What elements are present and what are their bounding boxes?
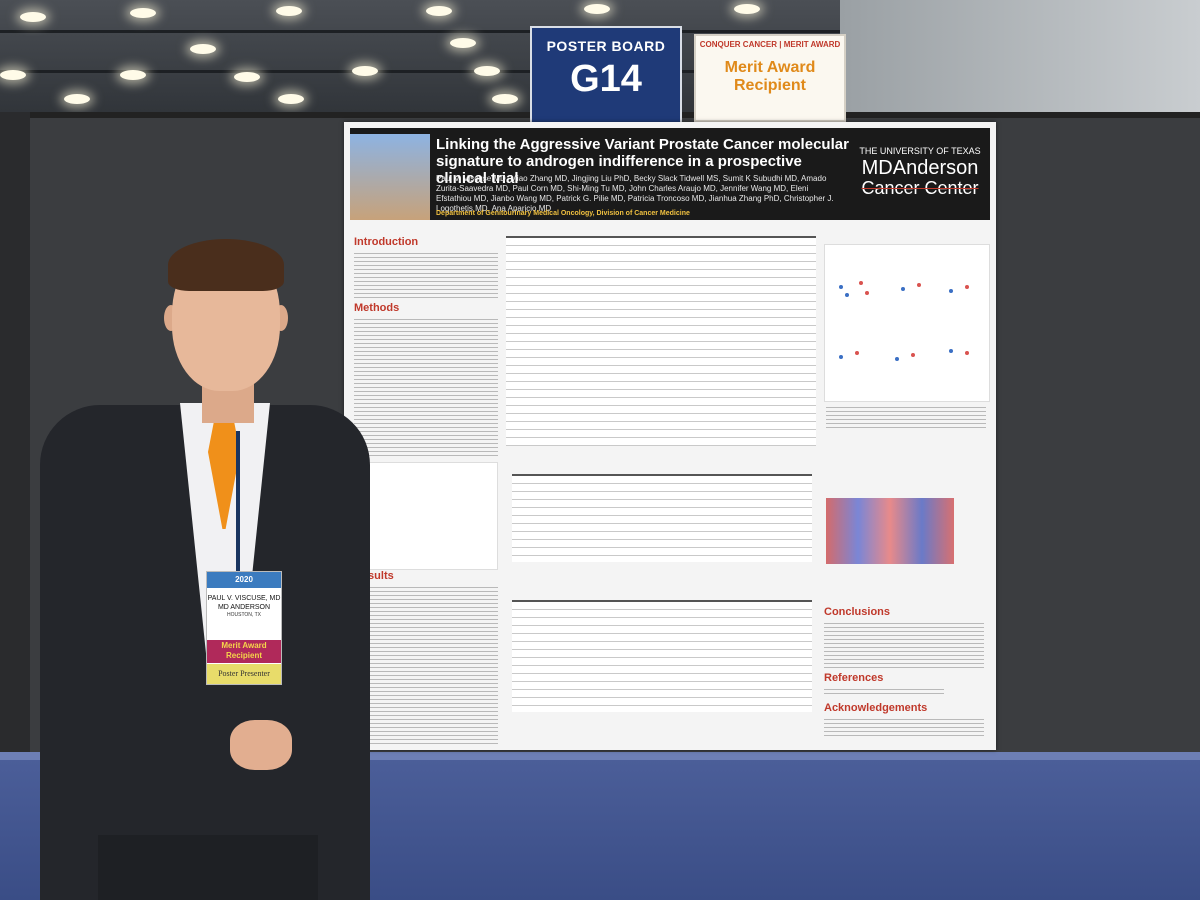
badge-ribbon-presenter: Poster Presenter (207, 664, 281, 684)
figure-caption (826, 404, 986, 428)
md-anderson-logo: THE UNIVERSITY OF TEXAS MDAnderson Cance… (850, 146, 990, 199)
poster-authors: Paul V. Viscuse MD, Miao Zhang MD, Jingj… (436, 174, 834, 213)
boxplot-figure (824, 244, 990, 402)
ceiling-light (278, 94, 304, 104)
ceiling-light (120, 70, 146, 80)
floor-edge (0, 752, 1200, 760)
logo-mid: MDAnderson (861, 157, 979, 179)
merit-award-sign: CONQUER CANCER | MERIT AWARD Merit Award… (694, 34, 846, 122)
methods-text (354, 316, 498, 456)
hands (230, 720, 292, 770)
poster-header: Linking the Aggressive Variant Prostate … (350, 128, 990, 220)
ceiling-light (64, 94, 90, 104)
references-text (824, 686, 944, 696)
name-badge: 2020 PAUL V. VISCUSE, MD MD ANDERSON HOU… (206, 571, 282, 685)
ceiling-light (190, 44, 216, 54)
sign-label: POSTER BOARD (546, 38, 666, 54)
board-frame (0, 112, 30, 752)
section-references: References (824, 672, 884, 684)
logo-bot: Cancer Center (861, 178, 979, 198)
ceiling-light (20, 12, 46, 22)
ceiling-light (450, 38, 476, 48)
research-poster: Linking the Aggressive Variant Prostate … (344, 122, 996, 750)
ceiling-light (492, 94, 518, 104)
acknowledgements-text (824, 716, 984, 738)
results-text (354, 584, 498, 744)
plot-point (865, 291, 869, 295)
plot-point (839, 285, 843, 289)
ceiling-light (734, 4, 760, 14)
badge-name: PAUL V. VISCUSE, MD (207, 595, 281, 602)
plot-point (965, 285, 969, 289)
board-number: G14 (570, 58, 642, 100)
introduction-text (354, 250, 498, 300)
building-photo (350, 134, 430, 220)
hair (168, 239, 284, 291)
merit-sign-line2: Recipient (733, 77, 806, 94)
plot-point (845, 293, 849, 297)
plot-point (859, 281, 863, 285)
section-introduction: Introduction (354, 236, 419, 248)
plot-point (911, 353, 915, 357)
section-methods: Methods (354, 302, 400, 314)
plot-point (855, 351, 859, 355)
conclusions-text (824, 620, 984, 668)
poster-department: Department of Genitourinary Medical Onco… (436, 210, 690, 217)
section-acknowledgements: Acknowledgements (824, 702, 928, 714)
table-markers (512, 600, 812, 712)
poster-title: Linking the Aggressive Variant Prostate … (436, 136, 849, 187)
plot-point (901, 287, 905, 291)
lanyard (236, 431, 240, 571)
table-specimens (512, 474, 812, 562)
plot-point (917, 283, 921, 287)
ceiling-light (426, 6, 452, 16)
schema-figure (356, 462, 498, 570)
badge-org: MD ANDERSON (217, 604, 271, 611)
ceiling-light (584, 4, 610, 14)
badge-city: HOUSTON, TX (227, 612, 261, 618)
trousers (98, 835, 318, 900)
ceiling-light (352, 66, 378, 76)
plot-point (839, 355, 843, 359)
badge-ribbon-merit: Merit Award Recipient (207, 640, 281, 663)
merit-sign-brand: CONQUER CANCER | MERIT AWARD (699, 40, 841, 49)
ceiling-light (474, 66, 500, 76)
plot-point (965, 351, 969, 355)
ceiling-light (0, 70, 26, 80)
plot-point (949, 289, 953, 293)
heatmap-figure (826, 498, 954, 564)
merit-sign-line1: Merit Award (724, 59, 816, 76)
plot-point (949, 349, 953, 353)
table-baseline-characteristics (506, 236, 816, 446)
plot-point (895, 357, 899, 361)
section-conclusions: Conclusions (824, 606, 891, 618)
ceiling-light (234, 72, 260, 82)
presenter: 2020 PAUL V. VISCUSE, MD MD ANDERSON HOU… (40, 235, 370, 900)
badge-year: 2020 (207, 572, 281, 588)
ceiling-light (130, 8, 156, 18)
logo-top: THE UNIVERSITY OF TEXAS (859, 146, 981, 156)
poster-board-sign: POSTER BOARD G14 (530, 26, 682, 126)
ceiling-light (276, 6, 302, 16)
